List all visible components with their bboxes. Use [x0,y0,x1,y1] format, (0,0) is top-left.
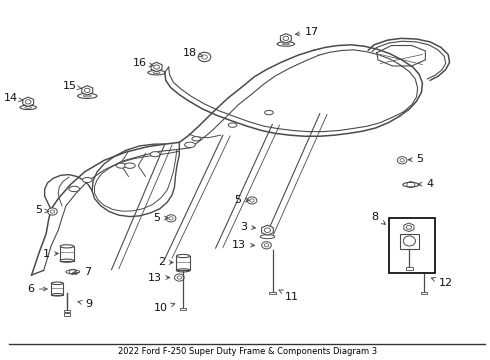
Polygon shape [404,223,414,231]
Text: 10: 10 [154,303,175,313]
Text: 4: 4 [418,179,434,189]
Polygon shape [23,97,34,107]
Ellipse shape [192,136,200,141]
Text: 8: 8 [372,212,386,224]
Bar [64,313,70,316]
Ellipse shape [124,163,135,168]
Circle shape [247,197,257,204]
Bar [51,283,63,295]
Ellipse shape [82,177,92,183]
Text: 14: 14 [3,93,23,103]
Ellipse shape [116,163,126,168]
Text: 7: 7 [73,267,91,277]
Text: 15: 15 [63,81,82,91]
Circle shape [198,52,211,62]
Ellipse shape [150,152,160,157]
Bar [180,308,186,310]
Ellipse shape [403,236,416,246]
Text: 5: 5 [153,213,168,222]
Bar [176,256,190,270]
Polygon shape [151,62,162,72]
Text: 16: 16 [133,58,153,68]
Bar [60,246,74,261]
Text: 9: 9 [78,299,92,309]
Circle shape [397,157,407,164]
Ellipse shape [260,235,275,239]
Polygon shape [82,86,93,95]
Circle shape [48,208,57,215]
Ellipse shape [265,111,273,115]
Text: 2022 Ford F-250 Super Duty Frame & Components Diagram 3: 2022 Ford F-250 Super Duty Frame & Compo… [118,347,377,356]
Text: 6: 6 [27,284,47,294]
Ellipse shape [185,142,196,148]
Text: 17: 17 [295,27,319,37]
Text: 5: 5 [234,195,249,205]
Bar [421,292,427,294]
Ellipse shape [51,282,63,284]
Polygon shape [280,34,292,43]
Bar [406,267,413,270]
Text: 3: 3 [240,222,255,231]
Ellipse shape [176,255,190,258]
Ellipse shape [403,183,419,187]
Text: 13: 13 [147,273,170,283]
Ellipse shape [69,186,79,192]
Circle shape [262,242,271,249]
Text: 1: 1 [43,248,58,258]
Bar [400,234,419,249]
Text: 12: 12 [431,278,453,288]
Text: 5: 5 [35,206,49,216]
Text: 18: 18 [183,48,203,58]
Text: 11: 11 [279,290,299,302]
Bar [270,292,276,294]
Polygon shape [262,225,273,235]
Ellipse shape [66,270,80,274]
Text: 5: 5 [408,154,424,164]
Bar [64,310,70,312]
Bar [389,218,435,273]
Text: 2: 2 [158,257,173,267]
Circle shape [174,274,184,281]
Text: 13: 13 [232,240,254,250]
Ellipse shape [228,123,237,127]
Ellipse shape [60,245,74,248]
Circle shape [166,215,176,222]
